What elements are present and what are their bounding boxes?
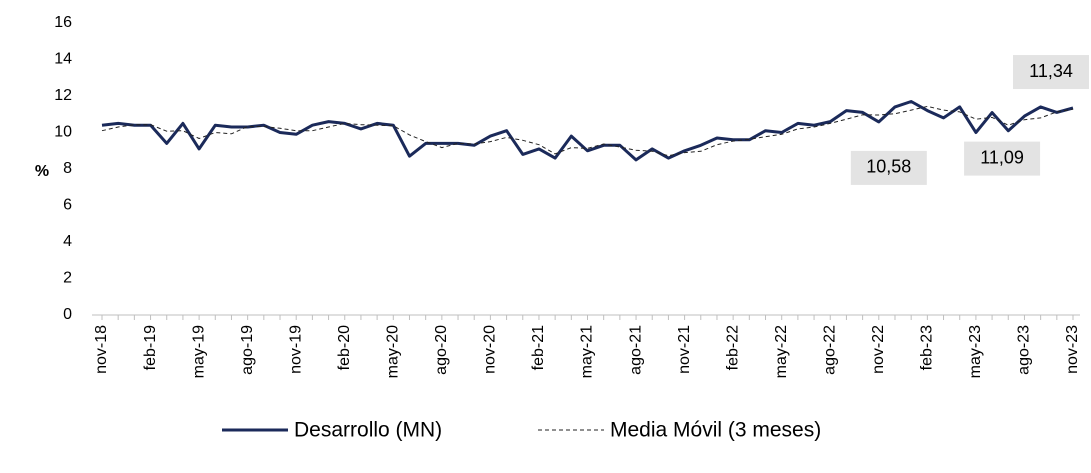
y-tick-label: 2	[63, 270, 72, 287]
x-tick-label: ago-22	[821, 325, 838, 375]
y-tick-label: 0	[63, 306, 72, 323]
x-tick-label: feb-22	[724, 325, 741, 370]
x-tick-label: feb-20	[336, 325, 353, 370]
value-label: 11,34	[1029, 61, 1073, 81]
x-tick-label: ago-23	[1016, 325, 1033, 375]
x-tick-label: may-19	[190, 325, 207, 378]
x-tick-label: feb-19	[142, 325, 159, 370]
legend-label: Desarrollo (MN)	[294, 419, 442, 442]
x-tick-label: nov-23	[1064, 325, 1081, 374]
x-tick-label: may-22	[773, 325, 790, 378]
value-label-box	[964, 141, 1041, 176]
x-tick-label: nov-21	[676, 325, 693, 374]
legend-label: Media Móvil (3 meses)	[610, 419, 821, 442]
value-label-box	[850, 150, 927, 185]
x-tick-label: feb-23	[919, 325, 936, 370]
x-tick-label: nov-19	[287, 325, 304, 374]
y-tick-label: 10	[54, 124, 72, 141]
y-tick-label: 12	[54, 87, 72, 104]
y-tick-label: 4	[63, 233, 72, 250]
value-label: 11,09	[980, 147, 1024, 167]
value-label: 10,58	[866, 157, 911, 177]
x-tick-label: ago-21	[627, 325, 644, 375]
x-tick-label: nov-18	[93, 325, 110, 374]
y-tick-label: 6	[63, 197, 72, 214]
y-tick-label: 14	[54, 51, 72, 68]
x-tick-label: may-21	[579, 325, 596, 378]
y-tick-label: 16	[54, 14, 72, 31]
x-tick-label: ago-19	[239, 325, 256, 375]
x-tick-label: may-23	[967, 325, 984, 378]
value-label-box	[1013, 55, 1089, 90]
x-tick-label: may-20	[385, 325, 402, 378]
x-tick-label: ago-20	[433, 325, 450, 375]
series-line	[101, 105, 1074, 157]
y-tick-label: 8	[63, 160, 72, 177]
x-tick-label: nov-20	[482, 325, 499, 374]
x-tick-label: nov-22	[870, 325, 887, 374]
x-tick-label: feb-21	[530, 325, 547, 370]
y-axis-label: %	[35, 163, 49, 180]
series-line	[101, 100, 1074, 162]
